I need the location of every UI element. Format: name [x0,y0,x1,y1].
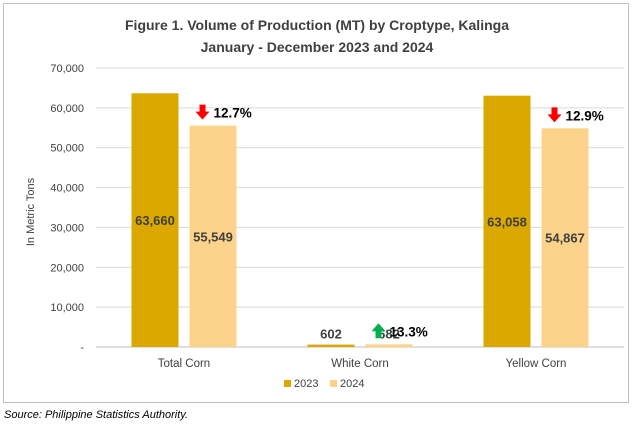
y-tick-label: 40,000 [50,183,84,195]
y-tick-label: 20,000 [50,262,84,274]
data-label: 602 [320,327,342,342]
category-label: Total Corn [158,358,210,370]
y-axis-label: In Metric Tons [25,177,37,246]
y-tick-label: 50,000 [50,143,84,155]
bar-2023-0 [131,93,179,347]
data-label: 55,549 [193,229,233,244]
category-label: Yellow Corn [506,358,567,370]
y-tick-label: 30,000 [50,222,84,234]
bar-2024-2 [541,128,589,347]
y-tick-label: - [80,342,84,354]
category-label: White Corn [331,358,389,370]
change-percent-label: 13.3% [390,324,428,339]
production-chart: Figure 1. Volume of Production (MT) by C… [25,17,624,390]
legend-swatch [330,380,337,387]
data-label: 54,867 [545,231,585,246]
y-tick-label: 60,000 [50,103,84,115]
bar-2024-1 [365,344,413,347]
arrow-down-icon [195,104,210,120]
chart-title-line1: Figure 1. Volume of Production (MT) by C… [125,17,509,33]
change-percent-label: 12.7% [214,106,252,121]
bar-2023-1 [307,344,355,347]
legend-label: 2023 [294,378,318,390]
arrow-up-icon [371,323,386,339]
arrow-down-icon [547,107,562,123]
data-label: 63,058 [487,214,527,229]
legend-label: 2024 [340,378,364,390]
y-tick-label: 10,000 [50,302,84,314]
source-note: Source: Philippine Statistics Authority. [4,409,189,421]
legend-swatch [284,380,291,387]
bar-2023-2 [483,95,531,348]
y-tick-label: 70,000 [50,63,84,75]
change-percent-label: 12.9% [566,108,604,123]
chart-title-line2: January - December 2023 and 2024 [201,39,434,55]
data-label: 63,660 [135,213,175,228]
chart-frame: Figure 1. Volume of Production (MT) by C… [3,3,629,403]
bar-2024-0 [189,125,237,347]
